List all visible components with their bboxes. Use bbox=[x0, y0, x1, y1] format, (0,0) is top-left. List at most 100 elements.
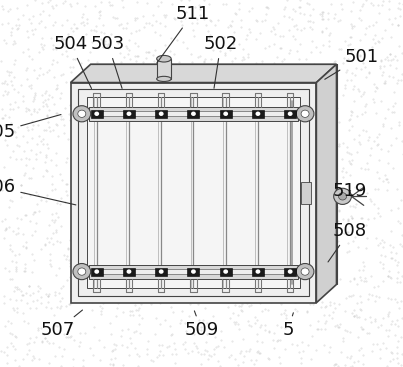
Point bbox=[239, 248, 245, 254]
Point bbox=[165, 229, 171, 235]
Point bbox=[292, 306, 299, 312]
Point bbox=[57, 285, 64, 291]
Point bbox=[44, 112, 50, 118]
Point bbox=[32, 189, 39, 195]
Point bbox=[380, 239, 387, 245]
Point bbox=[209, 159, 215, 165]
Point bbox=[297, 10, 303, 16]
Point bbox=[112, 285, 118, 291]
Point bbox=[346, 158, 352, 164]
Point bbox=[179, 260, 185, 266]
Point bbox=[380, 315, 386, 321]
Point bbox=[170, 101, 176, 106]
Point bbox=[129, 137, 135, 143]
Point bbox=[136, 321, 143, 327]
Point bbox=[290, 185, 296, 191]
Point bbox=[288, 285, 294, 291]
Point bbox=[1, 164, 8, 170]
Point bbox=[179, 74, 185, 80]
Point bbox=[174, 294, 181, 300]
Point bbox=[350, 136, 357, 142]
Point bbox=[6, 330, 13, 336]
Point bbox=[266, 356, 272, 361]
Point bbox=[252, 281, 258, 287]
Point bbox=[169, 209, 176, 215]
Point bbox=[368, 348, 375, 353]
Point bbox=[242, 201, 249, 207]
Point bbox=[364, 330, 370, 335]
Point bbox=[148, 132, 155, 138]
Point bbox=[372, 235, 379, 241]
Bar bbox=[252, 110, 264, 118]
Point bbox=[187, 138, 193, 143]
Point bbox=[127, 30, 134, 36]
Point bbox=[395, 22, 401, 28]
Point bbox=[369, 44, 375, 50]
Point bbox=[68, 147, 75, 153]
Point bbox=[132, 17, 138, 23]
Point bbox=[5, 8, 11, 14]
Text: 504: 504 bbox=[54, 35, 91, 88]
Point bbox=[143, 0, 150, 6]
Bar bbox=[123, 268, 135, 276]
Point bbox=[328, 206, 335, 212]
Point bbox=[280, 14, 287, 19]
Point bbox=[140, 174, 147, 179]
Point bbox=[88, 198, 95, 204]
Point bbox=[183, 240, 189, 246]
Point bbox=[138, 167, 145, 173]
Point bbox=[44, 168, 50, 174]
Point bbox=[15, 363, 22, 367]
Point bbox=[136, 305, 143, 311]
Point bbox=[234, 84, 240, 90]
Point bbox=[359, 259, 366, 265]
Point bbox=[66, 237, 73, 243]
Point bbox=[145, 233, 152, 239]
Bar bbox=[93, 269, 294, 274]
Circle shape bbox=[159, 112, 164, 116]
Point bbox=[72, 56, 78, 62]
Point bbox=[372, 298, 379, 304]
Point bbox=[302, 181, 308, 186]
Point bbox=[25, 283, 32, 289]
Point bbox=[344, 149, 350, 155]
Point bbox=[224, 183, 231, 189]
Point bbox=[32, 228, 38, 234]
Point bbox=[396, 122, 403, 128]
Point bbox=[78, 247, 84, 252]
Point bbox=[395, 5, 401, 11]
Point bbox=[383, 327, 389, 333]
Point bbox=[155, 216, 161, 222]
Point bbox=[152, 117, 158, 123]
Point bbox=[53, 121, 59, 127]
Point bbox=[203, 205, 210, 211]
Point bbox=[62, 334, 69, 340]
Point bbox=[252, 113, 258, 119]
Circle shape bbox=[334, 188, 351, 204]
Point bbox=[150, 192, 156, 197]
Point bbox=[374, 283, 381, 289]
Point bbox=[320, 342, 327, 348]
Point bbox=[242, 247, 248, 252]
Point bbox=[326, 33, 332, 39]
Point bbox=[206, 147, 213, 153]
Point bbox=[14, 309, 21, 315]
Point bbox=[376, 10, 382, 16]
Point bbox=[247, 251, 253, 257]
Point bbox=[119, 4, 126, 10]
Point bbox=[112, 15, 118, 21]
Point bbox=[248, 323, 254, 329]
Point bbox=[206, 352, 212, 357]
Point bbox=[150, 265, 156, 270]
Point bbox=[179, 269, 185, 275]
Point bbox=[194, 226, 200, 232]
Point bbox=[276, 69, 282, 75]
Point bbox=[5, 133, 11, 139]
Point bbox=[266, 89, 273, 95]
Point bbox=[182, 83, 189, 89]
Point bbox=[170, 84, 177, 90]
Point bbox=[307, 207, 314, 213]
Point bbox=[206, 127, 212, 133]
Point bbox=[372, 32, 378, 38]
Point bbox=[220, 265, 226, 270]
